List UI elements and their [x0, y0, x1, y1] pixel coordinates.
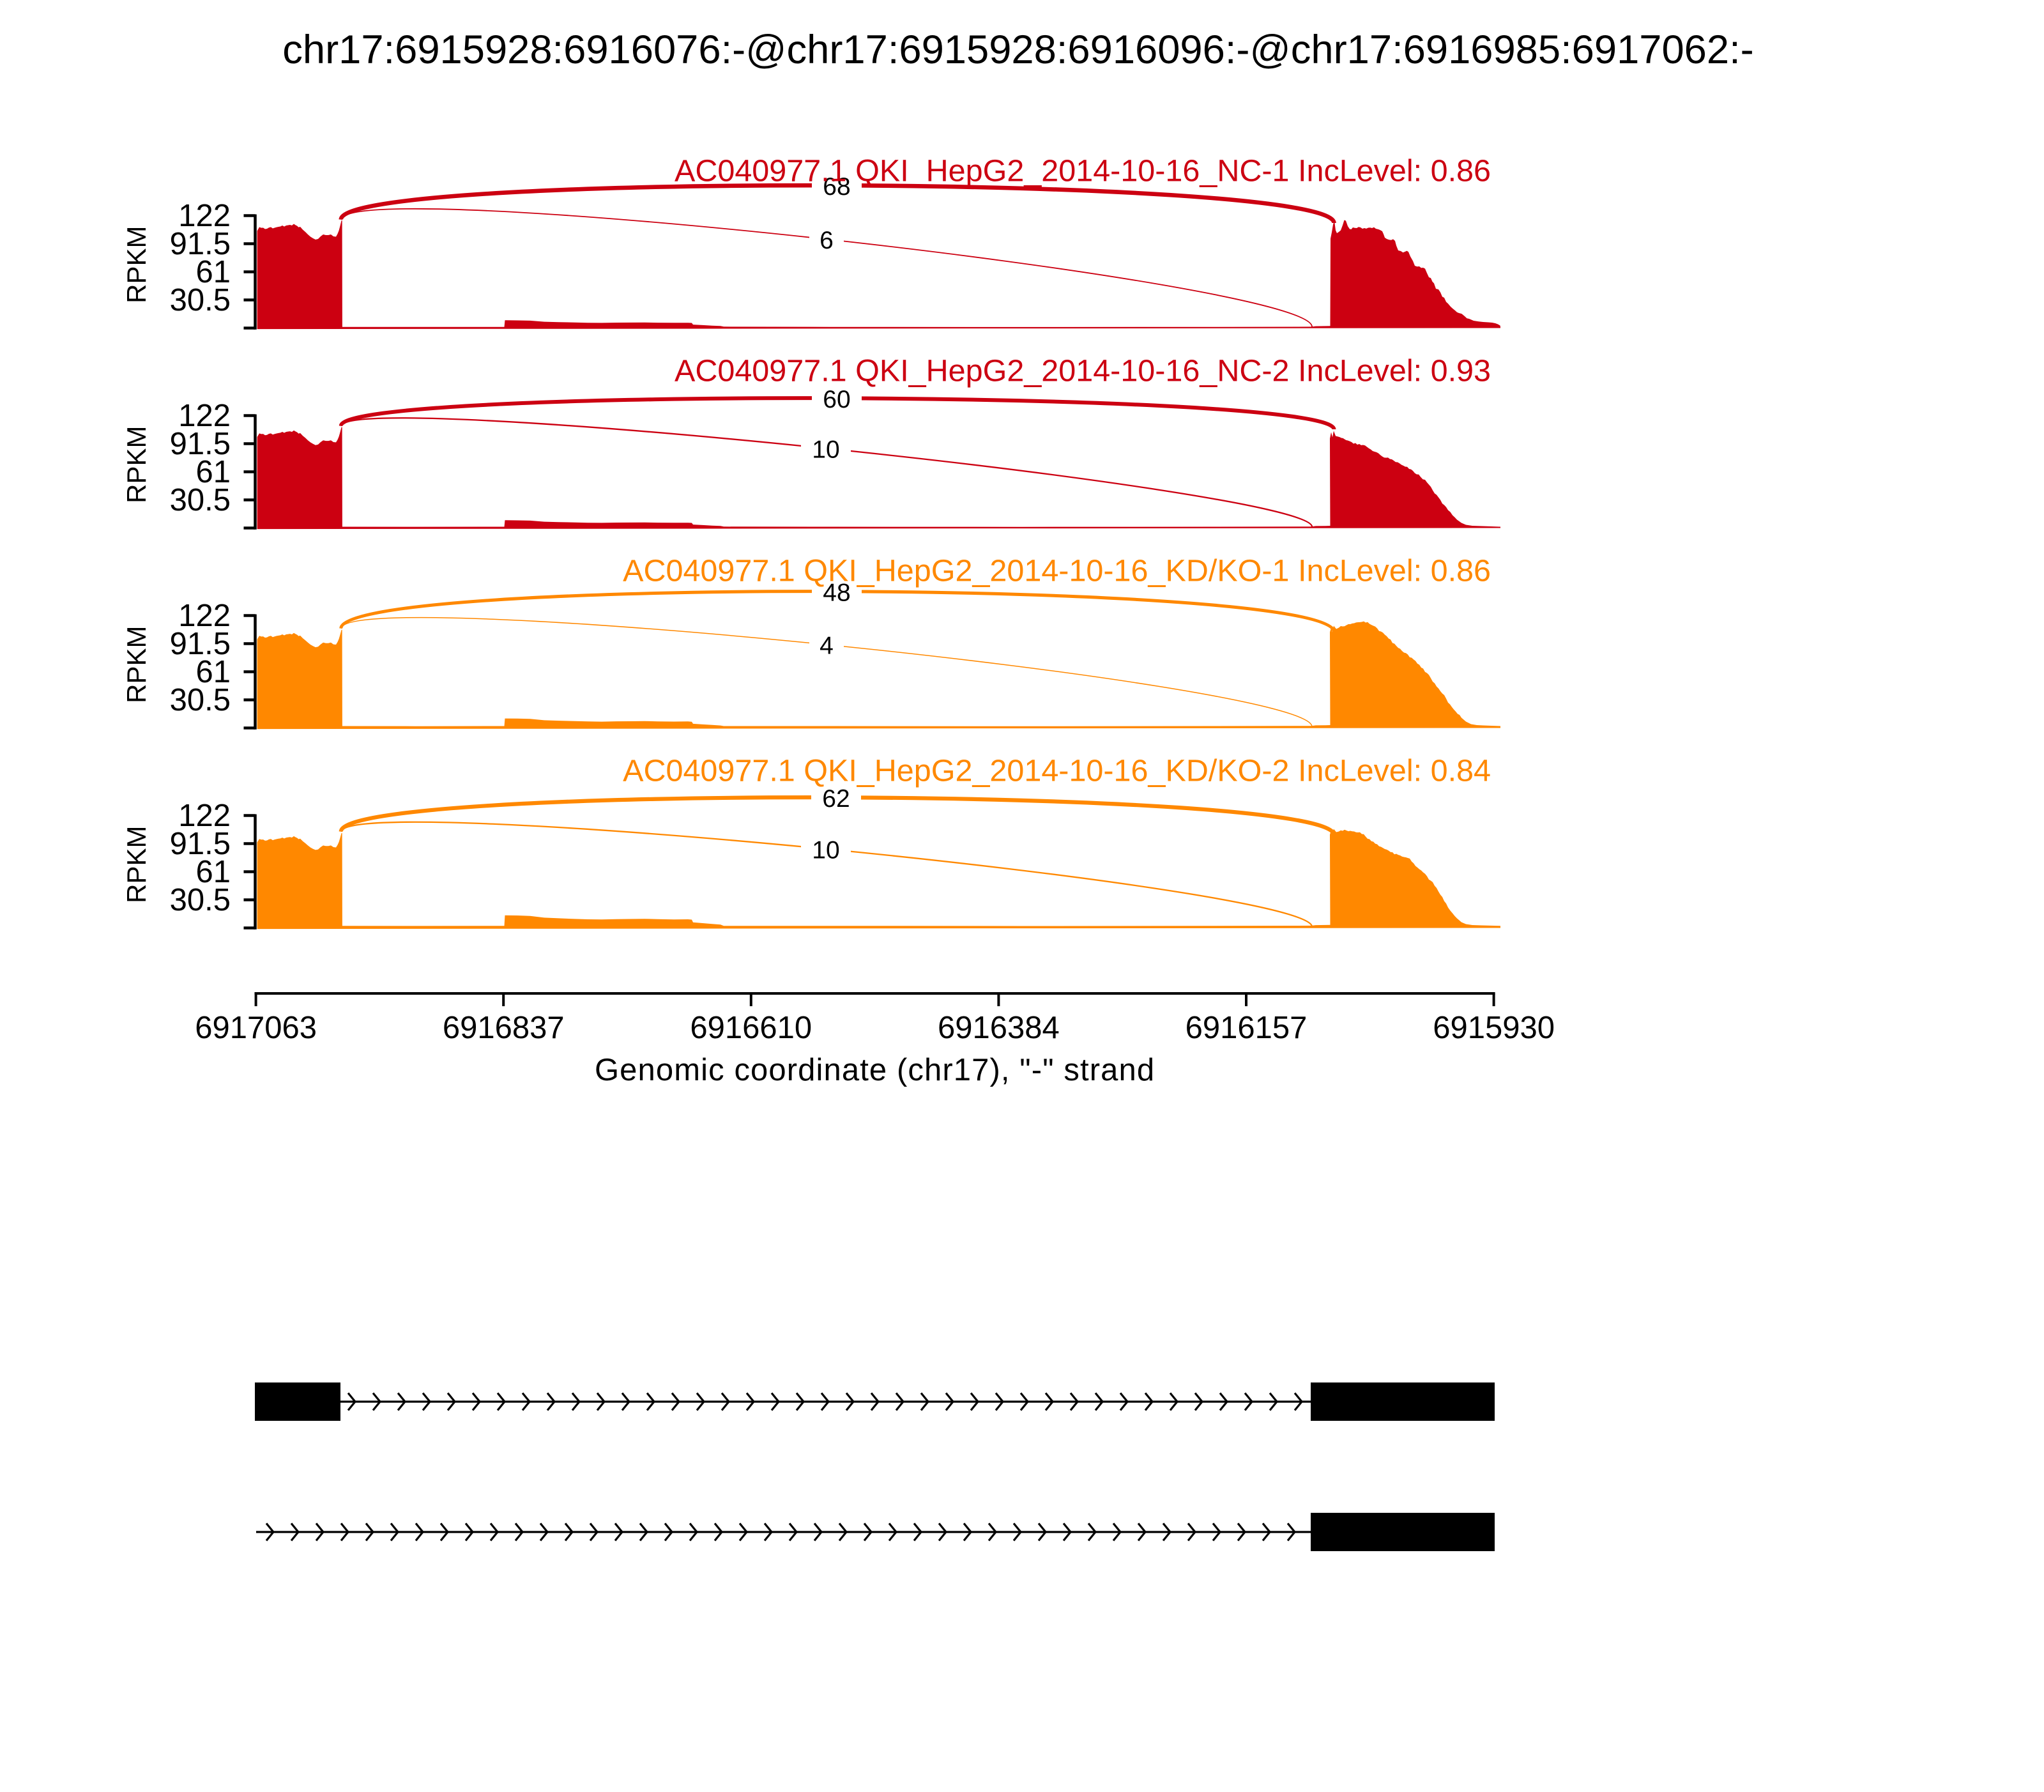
svg-text:AC040977.1 QKI_HepG2_2014-10-1: AC040977.1 QKI_HepG2_2014-10-16_NC-1 Inc… — [675, 154, 1491, 188]
svg-text:6916157: 6916157 — [1186, 1011, 1308, 1045]
svg-text:4: 4 — [820, 632, 834, 660]
svg-text:AC040977.1 QKI_HepG2_2014-10-1: AC040977.1 QKI_HepG2_2014-10-16_NC-2 Inc… — [675, 354, 1491, 388]
svg-text:RPKM: RPKM — [121, 826, 151, 903]
svg-text:chr17:6915928:6916076:-@chr17:: chr17:6915928:6916076:-@chr17:6915928:69… — [282, 27, 1754, 72]
svg-text:AC040977.1 QKI_HepG2_2014-10-1: AC040977.1 QKI_HepG2_2014-10-16_KD/KO-2 … — [623, 754, 1491, 788]
svg-text:91.5: 91.5 — [170, 827, 231, 861]
svg-text:91.5: 91.5 — [170, 627, 231, 661]
svg-text:91.5: 91.5 — [170, 227, 231, 261]
svg-text:122: 122 — [178, 199, 231, 233]
svg-text:122: 122 — [178, 799, 231, 833]
svg-text:RPKM: RPKM — [121, 426, 151, 503]
svg-text:10: 10 — [812, 436, 839, 464]
svg-text:6916384: 6916384 — [938, 1011, 1060, 1045]
svg-text:61: 61 — [195, 455, 231, 489]
svg-text:6916837: 6916837 — [443, 1011, 565, 1045]
svg-text:Genomic coordinate (chr17), "-: Genomic coordinate (chr17), "-" strand — [595, 1053, 1155, 1087]
svg-text:61: 61 — [195, 655, 231, 689]
svg-text:RPKM: RPKM — [121, 226, 151, 303]
svg-text:RPKM: RPKM — [121, 626, 151, 703]
svg-text:6915930: 6915930 — [1433, 1011, 1555, 1045]
svg-text:30.5: 30.5 — [170, 483, 231, 517]
svg-text:62: 62 — [822, 785, 850, 813]
svg-text:68: 68 — [823, 173, 850, 201]
svg-text:6: 6 — [820, 227, 834, 254]
svg-text:AC040977.1 QKI_HepG2_2014-10-1: AC040977.1 QKI_HepG2_2014-10-16_KD/KO-1 … — [623, 554, 1491, 588]
svg-text:122: 122 — [178, 399, 231, 433]
svg-text:91.5: 91.5 — [170, 427, 231, 461]
svg-text:60: 60 — [823, 386, 850, 413]
svg-text:30.5: 30.5 — [170, 283, 231, 318]
svg-text:30.5: 30.5 — [170, 683, 231, 717]
svg-text:30.5: 30.5 — [170, 883, 231, 917]
svg-text:61: 61 — [195, 255, 231, 289]
svg-text:61: 61 — [195, 855, 231, 889]
svg-text:6916610: 6916610 — [690, 1011, 812, 1045]
svg-text:48: 48 — [823, 579, 850, 607]
svg-text:10: 10 — [812, 837, 839, 864]
svg-text:122: 122 — [178, 599, 231, 633]
svg-text:6917063: 6917063 — [195, 1011, 317, 1045]
